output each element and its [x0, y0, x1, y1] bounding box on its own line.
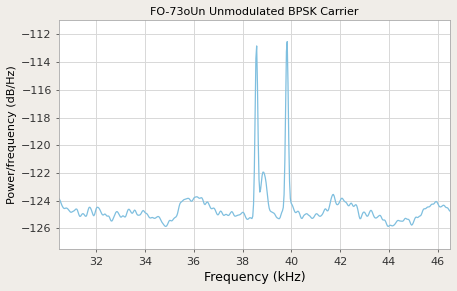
Y-axis label: Power/frequency (dB/Hz): Power/frequency (dB/Hz) — [7, 65, 17, 204]
Title: FO-73oUn Unmodulated BPSK Carrier: FO-73oUn Unmodulated BPSK Carrier — [150, 7, 359, 17]
X-axis label: Frequency (kHz): Frequency (kHz) — [204, 271, 306, 284]
